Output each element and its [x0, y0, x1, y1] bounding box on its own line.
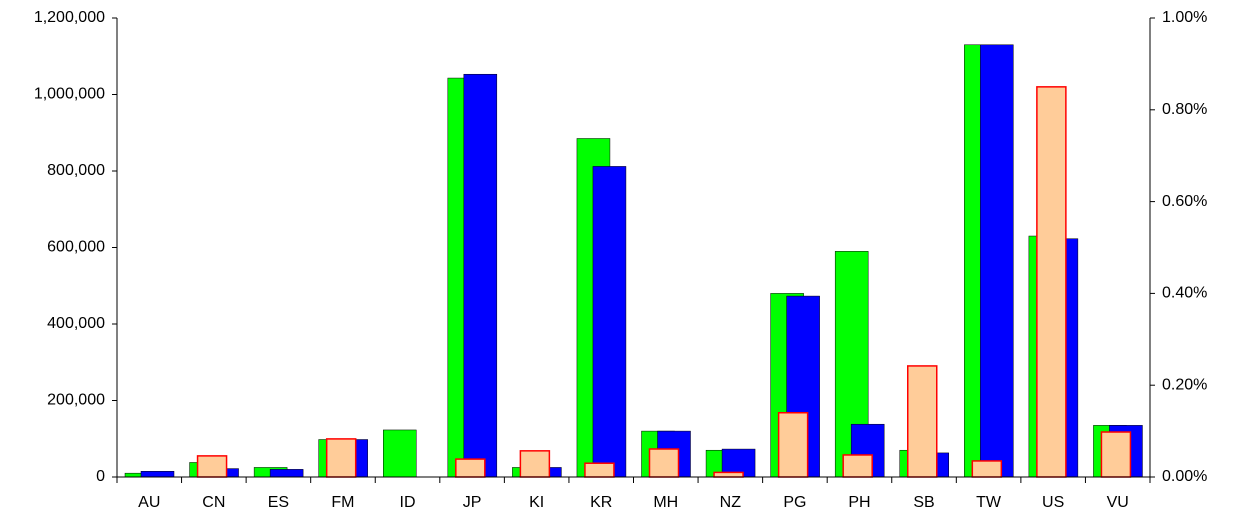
x-tick-label: PH: [848, 494, 870, 511]
y2-tick-label: 0.40%: [1162, 285, 1207, 302]
bar: [980, 44, 1014, 478]
y2-tick-label: 0.60%: [1162, 193, 1207, 210]
x-tick-label: KR: [590, 494, 612, 511]
y2-tick-label: 0.20%: [1162, 376, 1207, 393]
x-tick-label: US: [1042, 494, 1064, 511]
y-tick-label: 1,000,000: [34, 86, 105, 103]
x-tick-label: ID: [400, 494, 416, 511]
y2-tick-label: 1.00%: [1162, 9, 1207, 26]
x-tick-label: CN: [202, 494, 225, 511]
y-tick-label: 200,000: [47, 392, 105, 409]
y-tick-label: 800,000: [47, 162, 105, 179]
y2-tick-label: 0.00%: [1162, 468, 1207, 485]
bar: [196, 455, 228, 478]
x-tick-label: KI: [529, 494, 544, 511]
x-tick-label: AU: [138, 494, 160, 511]
x-tick-label: JP: [463, 494, 482, 511]
bar: [584, 462, 615, 478]
x-tick-label: MH: [653, 494, 678, 511]
bar: [777, 411, 809, 478]
bar: [842, 454, 873, 478]
bar: [269, 469, 304, 478]
y-tick-label: 1,200,000: [34, 9, 105, 26]
y-tick-label: 400,000: [47, 315, 105, 332]
bar: [140, 471, 175, 478]
bar: [463, 73, 498, 478]
bar: [1036, 86, 1067, 478]
bar: [455, 458, 486, 478]
x-tick-label: ES: [268, 494, 289, 511]
x-tick-label: NZ: [720, 494, 742, 511]
bar: [713, 471, 744, 478]
bar: [325, 438, 357, 478]
y-tick-label: 600,000: [47, 239, 105, 256]
x-tick-label: PG: [783, 494, 806, 511]
y-tick-label: 0: [96, 468, 105, 485]
bar: [519, 450, 551, 478]
x-tick-label: TW: [976, 494, 1002, 511]
y2-tick-label: 0.80%: [1162, 101, 1207, 118]
bar: [1100, 431, 1132, 478]
x-tick-label: FM: [331, 494, 354, 511]
bar: [592, 166, 627, 478]
bar: [648, 448, 680, 478]
bar: [971, 460, 1003, 478]
bar: [907, 365, 938, 478]
bar: [383, 429, 417, 478]
x-tick-label: SB: [913, 494, 934, 511]
x-tick-label: VU: [1107, 494, 1129, 511]
